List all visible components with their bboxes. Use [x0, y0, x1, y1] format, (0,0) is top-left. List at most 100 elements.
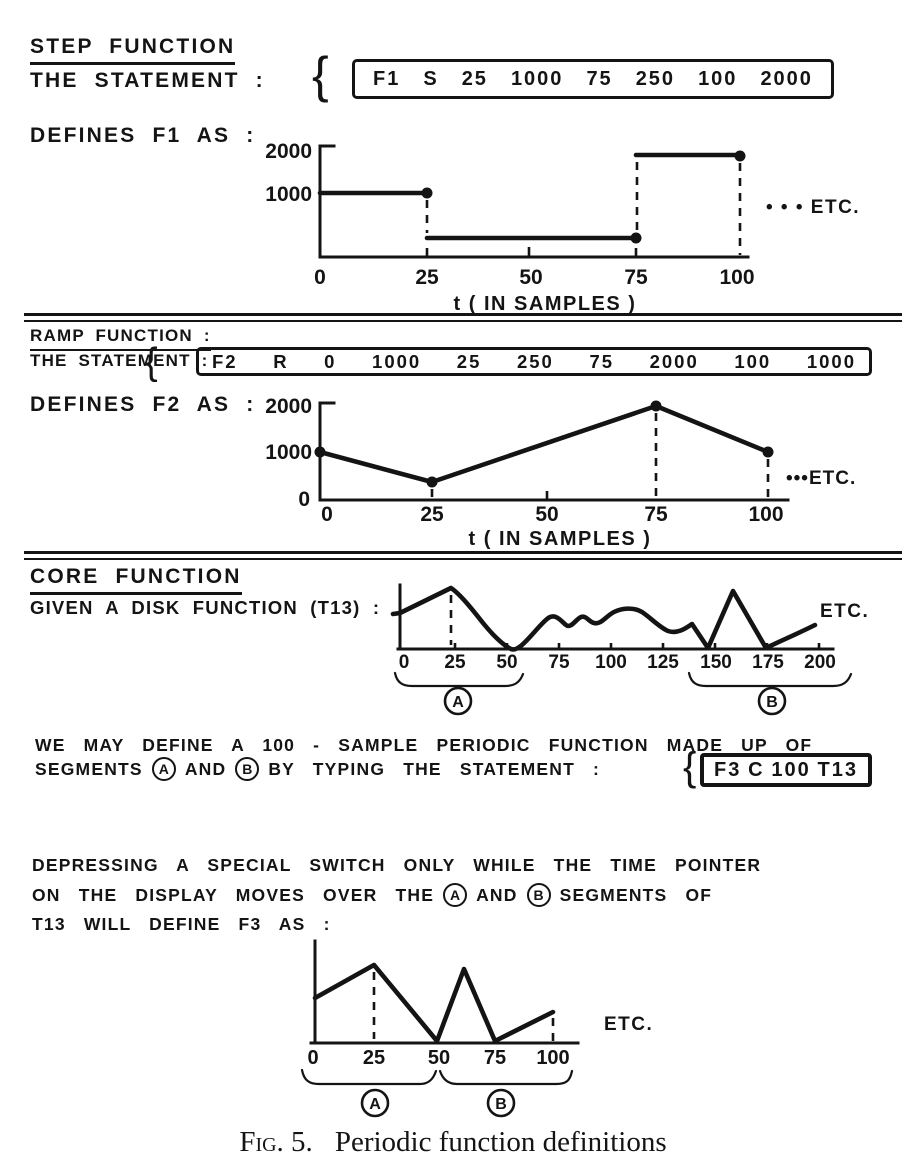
data-point: [734, 150, 746, 162]
x-tick-label: 100: [536, 1047, 569, 1069]
statement-token: 100: [771, 758, 811, 781]
segment-a-brace: [393, 671, 525, 688]
axis-ticks: [425, 247, 638, 257]
section-divider: [24, 313, 902, 322]
statement-token: 100: [734, 350, 772, 372]
x-tick-label: 25: [444, 652, 466, 673]
step-axes: [318, 144, 750, 259]
step-statement-label: THE STATEMENT :: [30, 69, 265, 92]
and-word: AND: [476, 884, 518, 905]
x-tick-label: 0: [399, 652, 410, 673]
y-tick-label: 2000: [265, 140, 312, 163]
segment-b-badge: B: [235, 757, 260, 781]
step-open-brace: {: [312, 47, 329, 103]
core-axes: [396, 583, 835, 651]
etc-label: •••ETC.: [786, 468, 856, 489]
data-point: [650, 400, 662, 412]
data-point: [314, 446, 326, 458]
statement-token: 2000: [760, 67, 813, 90]
step-statement-box: F1 S 25 1000 75 250 100 2000: [352, 59, 834, 99]
line2-prefix: ON THE DISPLAY MOVES OVER THE: [32, 884, 435, 905]
defines-f2-label: DEFINES F2 AS :: [30, 393, 256, 416]
depress-paragraph-line1: DEPRESSING A SPECIAL SWITCH ONLY WHILE T…: [32, 855, 762, 875]
ramp-statement-box: F2 R 0 1000 25 250 75 2000 100 1000: [196, 347, 872, 376]
ramp-series: [317, 403, 771, 485]
ramp-open-brace: {: [145, 341, 158, 383]
axis-ticks: [453, 643, 821, 649]
statement-token: 0: [324, 350, 337, 372]
ramp-statement-label: THE STATEMENT :: [30, 351, 209, 370]
ramp-chart: 2000 1000 0 0 25 50 75 100 t ( IN SAMPLE…: [265, 395, 856, 550]
x-axis-label: t ( IN SAMPLES ): [469, 528, 652, 550]
defines-f1-label: DEFINES F1 AS :: [30, 124, 256, 147]
y-tick-label: 1000: [265, 183, 312, 206]
line2-suffix: BY TYPING THE STATEMENT :: [268, 758, 601, 779]
x-tick-label: 150: [700, 652, 732, 673]
x-tick-label: 125: [647, 652, 679, 673]
statement-token: 25: [461, 67, 488, 90]
segment-b-brace: [438, 1069, 574, 1086]
figure-caption: Fig. 5. Periodic function definitions: [0, 1126, 906, 1159]
x-tick-label: 75: [484, 1047, 506, 1069]
statement-token: S: [423, 67, 439, 90]
segment-b-brace: [687, 671, 853, 688]
data-point: [762, 446, 774, 458]
core-chart: 0 25 50 75 100 125 150 175 200 A B ETC.: [390, 583, 868, 716]
x-tick-label: 25: [363, 1047, 385, 1069]
x-tick-label: 200: [804, 652, 836, 673]
segment-b-letter: B: [766, 694, 778, 711]
f3-statement-box: F3 C 100 T13: [700, 753, 872, 787]
statement-token: 250: [635, 67, 676, 90]
segment-a-letter: A: [369, 1096, 381, 1113]
given-disk-function-label: GIVEN A DISK FUNCTION (T13) :: [30, 597, 381, 618]
step-section-title: STEP FUNCTION: [30, 35, 236, 65]
define-paragraph-line1: WE MAY DEFINE A 100 - SAMPLE PERIODIC FU…: [35, 735, 813, 755]
step-chart: 2000 1000 0 25 50 75 100 t ( IN SAMPLES …: [265, 140, 858, 315]
x-tick-label: 0: [321, 503, 333, 526]
statement-token: 75: [586, 67, 613, 90]
segment-b-circle: [757, 686, 787, 716]
core-series: [390, 585, 818, 652]
depress-paragraph-line3: T13 WILL DEFINE F3 AS :: [32, 914, 331, 934]
y-tick-label: 1000: [265, 441, 312, 464]
data-point: [426, 476, 438, 488]
line2-suffix: SEGMENTS OF: [559, 884, 713, 905]
statement-token: 75: [589, 350, 615, 372]
segment-b-letter: B: [495, 1096, 507, 1113]
x-tick-label: 25: [420, 503, 444, 526]
segment-a-circle: [360, 1088, 390, 1118]
f3-open-brace: {: [683, 745, 697, 789]
statement-token: 1000: [372, 350, 422, 372]
segment-a-badge: A: [443, 883, 468, 907]
segment-a-letter: A: [452, 694, 464, 711]
x-tick-label: 0: [314, 266, 326, 289]
ramp-axes: [318, 401, 790, 502]
core-section-title: CORE FUNCTION: [30, 565, 242, 595]
y-tick-label: 2000: [265, 395, 312, 418]
x-tick-label: 50: [535, 503, 558, 526]
segment-b-circle: [486, 1088, 516, 1118]
x-tick-label: 50: [496, 652, 517, 673]
section-divider: [24, 551, 902, 560]
statement-token: F2: [212, 350, 238, 372]
statement-token: 1000: [806, 350, 856, 372]
x-tick-label: 75: [548, 652, 570, 673]
and-word: AND: [184, 758, 227, 779]
statement-token: F3: [714, 758, 742, 781]
depress-paragraph-line2: ON THE DISPLAY MOVES OVER THE A AND B SE…: [32, 883, 712, 907]
statement-token: 25: [456, 350, 482, 372]
segment-a-badge: A: [151, 757, 176, 781]
statement-token: F1: [373, 67, 401, 90]
etc-label: ETC.: [604, 1014, 653, 1035]
y-tick-label: 0: [298, 488, 310, 511]
f3-axes: [309, 939, 580, 1045]
f3-series: [312, 962, 556, 1044]
data-point: [421, 187, 433, 199]
x-tick-label: 75: [644, 503, 668, 526]
x-axis-label: t ( IN SAMPLES ): [454, 293, 637, 315]
statement-token: R: [273, 350, 289, 372]
segment-b-badge: B: [526, 883, 551, 907]
caption-text: Periodic function definitions: [334, 1126, 667, 1158]
